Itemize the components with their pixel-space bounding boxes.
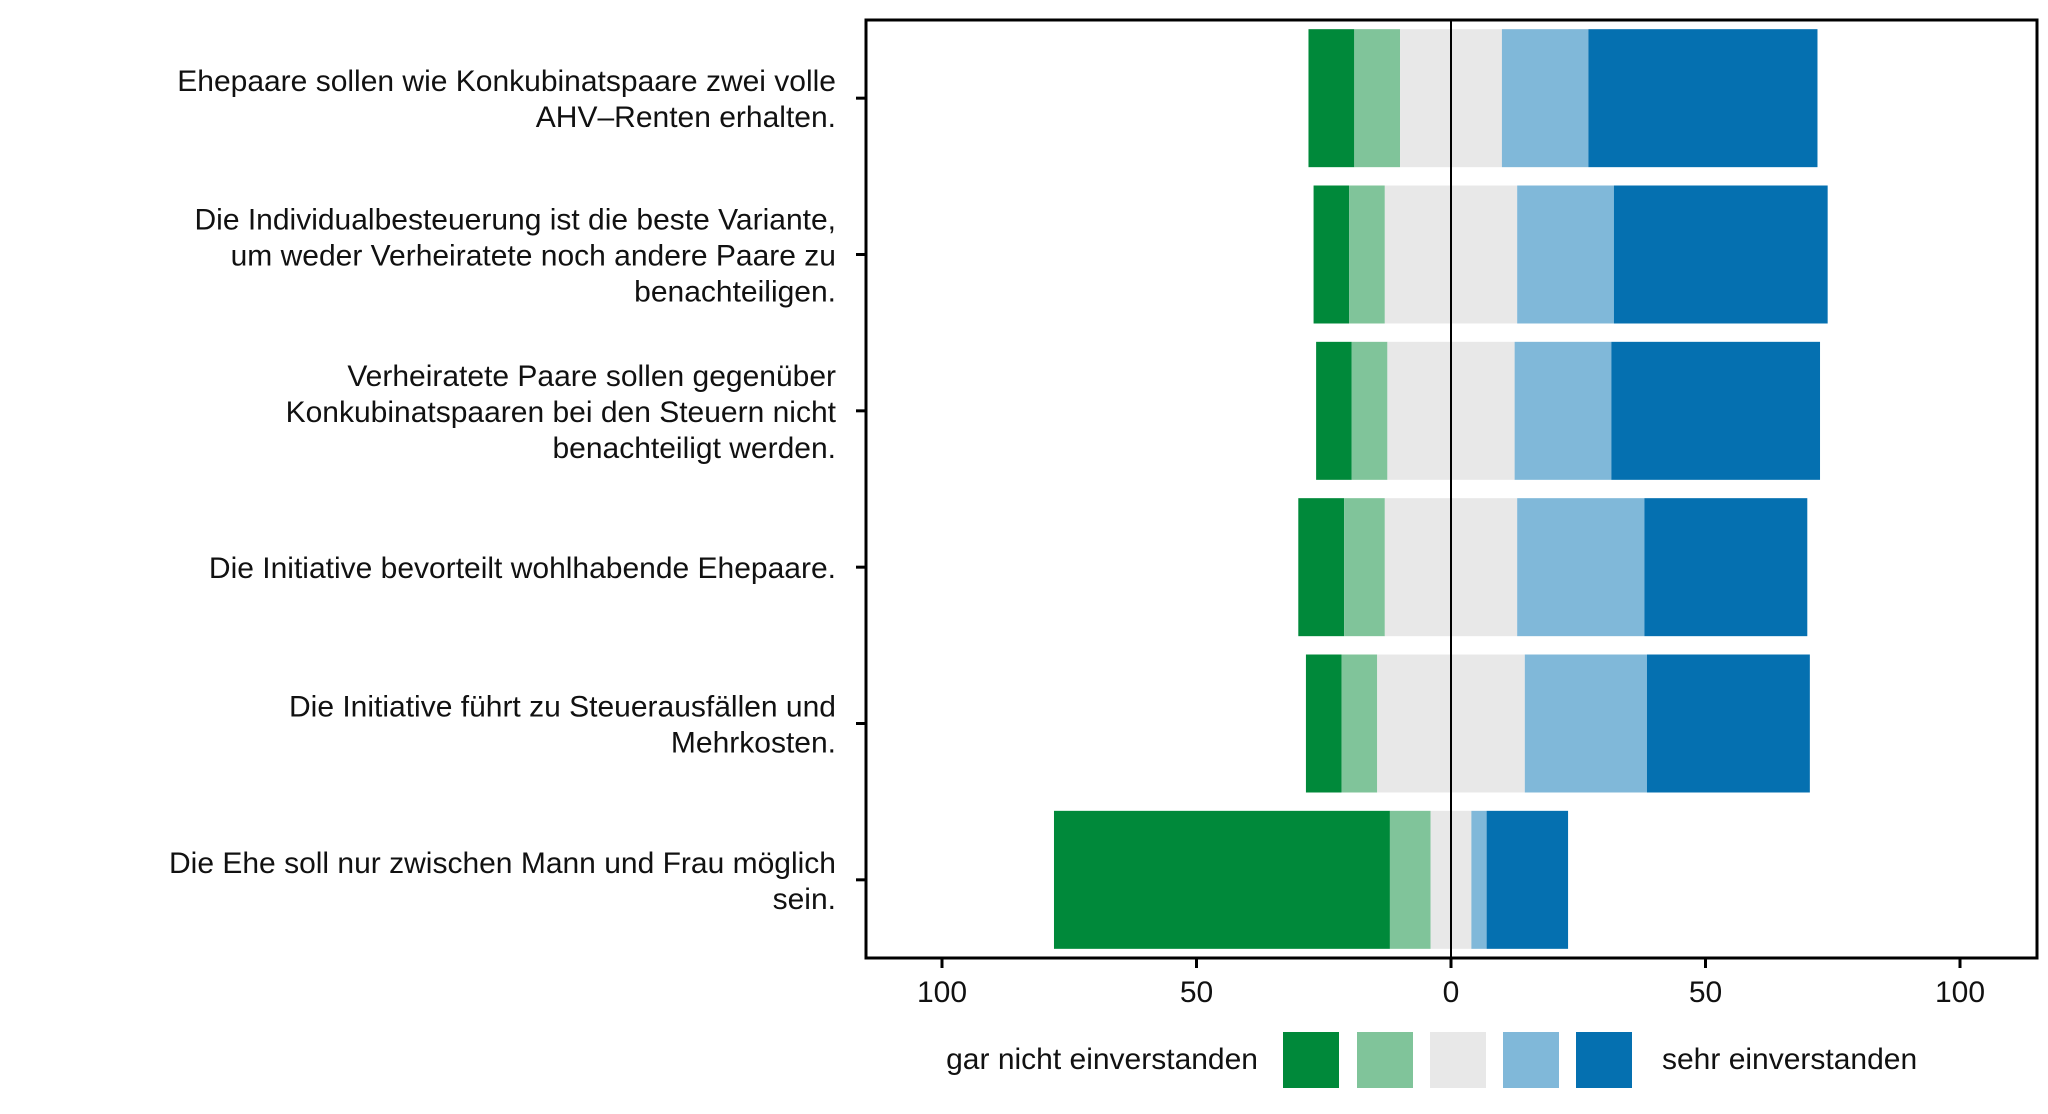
bar-segment-2-1 bbox=[1313, 185, 1350, 324]
bar-segment-1-5 bbox=[1588, 29, 1818, 168]
legend-swatch-4 bbox=[1503, 1032, 1559, 1088]
category-label-5: Die Initiative führt zu Steuerausfällen … bbox=[289, 691, 836, 760]
bar-segment-3-4 bbox=[1514, 341, 1612, 480]
bar-segment-6-2 bbox=[1389, 810, 1431, 949]
bar-segment-5-5 bbox=[1646, 654, 1810, 793]
legend-left-label: gar nicht einverstanden bbox=[946, 1043, 1258, 1076]
legend-swatch-1 bbox=[1283, 1032, 1339, 1088]
category-label-4: Die Initiative bevorteilt wohlhabende Eh… bbox=[209, 552, 836, 585]
category-label-1: Ehepaare sollen wie Konkubinatspaare zwe… bbox=[177, 65, 836, 134]
bar-segment-5-1 bbox=[1305, 654, 1342, 793]
category-label-6: Die Ehe soll nur zwischen Mann und Frau … bbox=[169, 847, 836, 916]
bar-segment-1-2 bbox=[1354, 29, 1401, 168]
x-tick-label-5: 100 bbox=[1935, 976, 1985, 1009]
bar-segment-4-1 bbox=[1298, 498, 1345, 637]
bar-segment-4-5 bbox=[1644, 498, 1808, 637]
bar-segment-2-4 bbox=[1517, 185, 1614, 324]
x-tick-label-4: 50 bbox=[1689, 976, 1722, 1009]
bar-segment-1-1 bbox=[1308, 29, 1355, 168]
x-tick-label-2: 50 bbox=[1180, 976, 1213, 1009]
bar-segment-4-4 bbox=[1517, 498, 1645, 637]
bar-segment-5-2 bbox=[1341, 654, 1378, 793]
bar-segment-3-5 bbox=[1611, 341, 1821, 480]
legend-swatch-5 bbox=[1576, 1032, 1632, 1088]
bar-segment-6-4 bbox=[1471, 810, 1487, 949]
category-label-2: Die Individualbesteuerung ist die beste … bbox=[194, 204, 836, 309]
legend-right-label: sehr einverstanden bbox=[1662, 1043, 1917, 1076]
legend-swatch-2 bbox=[1357, 1032, 1413, 1088]
x-tick-label-3: 0 bbox=[1443, 976, 1460, 1009]
bar-segment-5-4 bbox=[1524, 654, 1647, 793]
bar-segment-1-4 bbox=[1501, 29, 1589, 168]
bar-segment-3-2 bbox=[1351, 341, 1388, 480]
bar-segment-2-2 bbox=[1349, 185, 1385, 324]
category-label-3: Verheiratete Paare sollen gegenüber Konku… bbox=[286, 360, 837, 465]
bar-segment-4-2 bbox=[1344, 498, 1385, 637]
bar-segment-3-1 bbox=[1316, 341, 1352, 480]
legend-swatch-3 bbox=[1430, 1032, 1486, 1088]
bar-segment-6-1 bbox=[1053, 810, 1390, 949]
bar-segment-2-5 bbox=[1613, 185, 1828, 324]
bar-segment-6-5 bbox=[1486, 810, 1569, 949]
x-tick-label-1: 100 bbox=[917, 976, 967, 1009]
